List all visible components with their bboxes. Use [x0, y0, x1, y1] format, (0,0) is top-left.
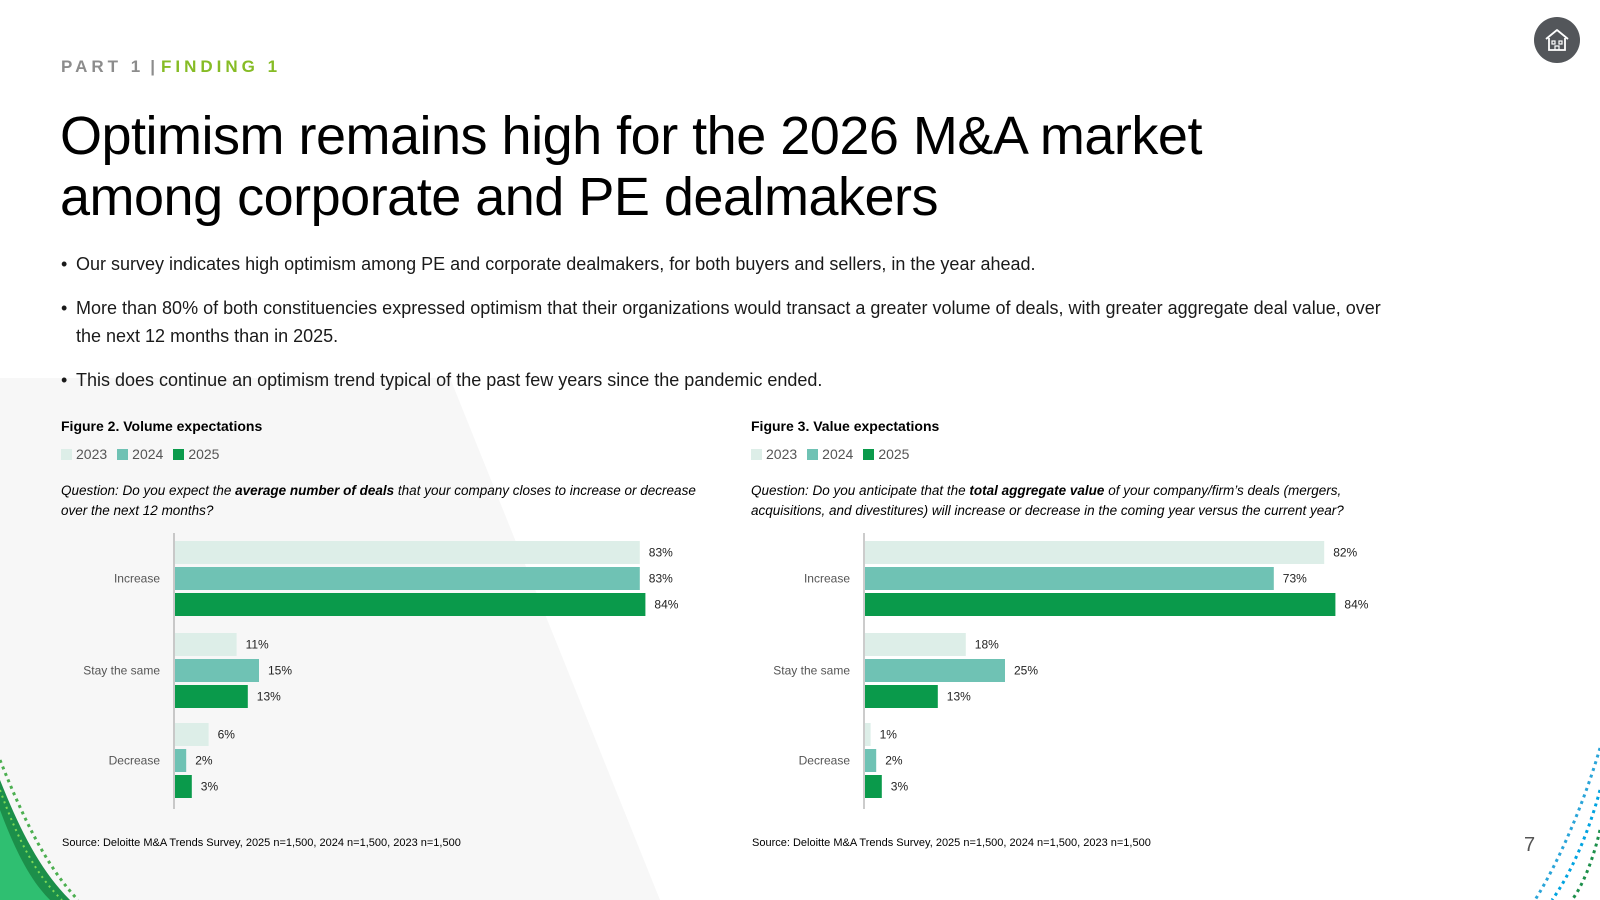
- key-points-list: • Our survey indicates high optimism amon…: [61, 250, 1381, 410]
- legend-swatch-2024: [807, 448, 819, 460]
- section-eyebrow: PART 1 | FINDING 1: [61, 57, 281, 77]
- question-text: of your company/firm’s deals (mergers, a…: [751, 483, 1344, 518]
- data-label: 1%: [880, 728, 898, 742]
- legend-label-2025: 2025: [188, 446, 220, 462]
- legend-label-2023: 2023: [76, 446, 108, 462]
- bar-2025-stay-the-same: [175, 685, 248, 708]
- data-label: 84%: [1344, 598, 1368, 612]
- bar-2024-decrease: [175, 749, 187, 772]
- bar-2025-decrease: [865, 775, 882, 798]
- data-label: 15%: [268, 664, 292, 678]
- question-emphasis: total aggregate value: [969, 483, 1105, 498]
- page-number: 7: [1524, 834, 1536, 856]
- data-label: 13%: [257, 690, 281, 704]
- bullet-marker: •: [61, 370, 68, 390]
- figure-2-source: Source: Deloitte M&A Trends Survey, 2025…: [62, 837, 461, 849]
- data-label: 73%: [1283, 572, 1307, 586]
- data-label: 83%: [649, 572, 673, 586]
- data-label: 83%: [649, 546, 673, 560]
- bar-2023-increase: [175, 541, 640, 564]
- home-button[interactable]: [1534, 17, 1580, 63]
- data-label: 3%: [201, 780, 219, 794]
- legend-swatch-2023: [751, 448, 762, 460]
- legend-swatch-2025: [173, 448, 185, 460]
- legend-item-2025: 2025: [173, 446, 219, 462]
- bar-2024-stay-the-same: [175, 659, 259, 682]
- legend-label-2023: 2023: [766, 446, 798, 462]
- question-text: Question: Do you anticipate that the: [751, 483, 970, 498]
- data-label: 6%: [218, 728, 236, 742]
- legend-label-2024: 2024: [132, 446, 164, 462]
- category-label: Increase: [804, 572, 850, 586]
- bar-2025-decrease: [175, 775, 192, 798]
- figure-3-panel: Figure 3. Value expectations 2023 2024 2…: [751, 418, 1411, 818]
- bar-2023-stay-the-same: [175, 633, 237, 656]
- bar-2024-stay-the-same: [865, 659, 1005, 682]
- legend-item-2023: 2023: [61, 446, 107, 462]
- bar-2024-increase: [865, 567, 1274, 590]
- bar-2023-stay-the-same: [865, 633, 966, 656]
- key-point-item: • More than 80% of both constituencies ex…: [61, 294, 1381, 350]
- figure-2-chart: Increase 83% 83% 84% Stay the same 11% 15% 13% D…: [83, 533, 679, 809]
- legend-item-2024: 2024: [117, 446, 163, 462]
- page-title: Optimism remains high for the 2026 M&A m…: [60, 106, 1360, 228]
- page-title-line1: Optimism remains high for the 2026 M&A m…: [60, 106, 1202, 166]
- figure-3-legend: 2023 2024 2025: [751, 445, 1411, 463]
- data-label: 25%: [1014, 664, 1038, 678]
- key-point-text: More than 80% of both constituencies exp…: [76, 298, 1381, 346]
- key-point-item: • This does continue an optimism trend ty…: [61, 366, 1381, 394]
- key-point-text: This does continue an optimism trend typ…: [76, 370, 823, 390]
- figure-3-source: Source: Deloitte M&A Trends Survey, 2025…: [752, 837, 1151, 849]
- home-icon: [1545, 29, 1569, 51]
- bar-2023-increase: [865, 541, 1325, 564]
- legend-label-2025: 2025: [878, 446, 910, 462]
- category-label: Stay the same: [83, 664, 160, 678]
- legend-label-2024: 2024: [822, 446, 854, 462]
- data-label: 11%: [246, 638, 269, 652]
- legend-item-2025: 2025: [863, 446, 909, 462]
- bar-2023-decrease: [865, 723, 871, 746]
- category-label: Increase: [114, 572, 160, 586]
- question-emphasis: average number of deals: [235, 483, 395, 498]
- category-label: Decrease: [799, 754, 851, 768]
- figure-3-question: Question: Do you anticipate that the tot…: [751, 481, 1401, 521]
- question-text: that your company closes to increase or …: [61, 483, 696, 518]
- bullet-marker: •: [61, 298, 68, 318]
- category-label: Stay the same: [773, 664, 850, 678]
- legend-item-2024: 2024: [807, 446, 853, 462]
- figure-3-chart: Increase 82% 73% 84% Stay the same 18% 25% 13% D…: [773, 533, 1369, 809]
- data-label: 2%: [885, 754, 903, 768]
- data-label: 13%: [947, 690, 971, 704]
- legend-item-2023: 2023: [751, 446, 797, 462]
- bullet-marker: •: [61, 254, 68, 274]
- key-point-item: • Our survey indicates high optimism amon…: [61, 250, 1381, 278]
- data-label: 84%: [654, 598, 678, 612]
- corner-ribbon-right: [1533, 747, 1600, 900]
- data-label: 82%: [1333, 546, 1357, 560]
- category-label: Decrease: [109, 754, 161, 768]
- bar-2025-increase: [865, 593, 1336, 616]
- page-title-line2: among corporate and PE dealmakers: [60, 167, 939, 227]
- data-label: 18%: [975, 638, 999, 652]
- figure-2-question: Question: Do you expect the average numb…: [61, 481, 711, 521]
- figure-2-title: Figure 2. Volume expectations: [61, 418, 263, 434]
- data-label: 3%: [891, 780, 909, 794]
- finding-label: FINDING 1: [160, 57, 282, 76]
- data-label: 2%: [195, 754, 213, 768]
- bar-2025-increase: [175, 593, 646, 616]
- bar-2024-increase: [175, 567, 640, 590]
- legend-swatch-2025: [863, 448, 875, 460]
- eyebrow-separator: |: [150, 57, 155, 76]
- bar-2023-decrease: [175, 723, 209, 746]
- key-point-text: Our survey indicates high optimism among…: [76, 254, 1036, 274]
- question-text: Question: Do you expect the: [61, 483, 236, 498]
- figure-2-panel: Figure 2. Volume expectations 2023 2024 …: [61, 418, 721, 818]
- legend-swatch-2023: [61, 448, 72, 460]
- part-label: PART 1: [61, 57, 145, 76]
- bar-2025-stay-the-same: [865, 685, 938, 708]
- bar-2024-decrease: [865, 749, 877, 772]
- legend-swatch-2024: [117, 448, 129, 460]
- figure-3-title: Figure 3. Value expectations: [751, 418, 940, 434]
- figure-2-legend: 2023 2024 2025: [61, 445, 721, 463]
